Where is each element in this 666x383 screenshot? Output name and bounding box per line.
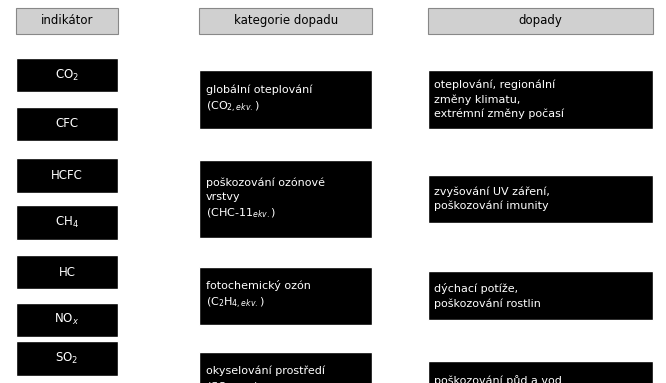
Bar: [199, 8, 372, 34]
Bar: [199, 70, 372, 129]
Bar: [199, 160, 372, 238]
Bar: [17, 158, 118, 193]
Text: NO$_x$: NO$_x$: [55, 312, 80, 327]
Text: indikátor: indikátor: [41, 14, 93, 27]
Text: okyselování prostředí
(SO$_{2,ekv.}$): okyselování prostředí (SO$_{2,ekv.}$): [206, 366, 325, 383]
Text: dopady: dopady: [518, 14, 562, 27]
Text: CH$_4$: CH$_4$: [55, 215, 79, 230]
Text: —: —: [394, 193, 406, 206]
Text: fotochemický ozón
(C$_2$H$_{4,ekv.}$): fotochemický ozón (C$_2$H$_{4,ekv.}$): [206, 280, 310, 311]
Text: —: —: [394, 375, 406, 383]
Bar: [17, 341, 118, 376]
Bar: [17, 303, 118, 337]
Bar: [17, 58, 118, 92]
Text: poškozování půd a vod: poškozování půd a vod: [434, 376, 562, 383]
Text: HC: HC: [59, 266, 75, 279]
Bar: [428, 70, 653, 129]
Text: zvyšování UV záření,
poškozování imunity: zvyšování UV záření, poškozování imunity: [434, 187, 550, 211]
Bar: [17, 8, 118, 34]
Bar: [199, 267, 372, 325]
Bar: [17, 205, 118, 239]
Text: dýchací potíže,
poškozování rostlin: dýchací potíže, poškozování rostlin: [434, 283, 541, 309]
Text: CO$_2$: CO$_2$: [55, 67, 79, 83]
Bar: [199, 352, 372, 383]
Bar: [428, 8, 653, 34]
Bar: [17, 255, 118, 290]
Text: SO$_2$: SO$_2$: [55, 351, 79, 366]
Bar: [17, 107, 118, 141]
Text: CFC: CFC: [55, 118, 79, 131]
Text: —: —: [394, 93, 406, 106]
Bar: [428, 272, 653, 320]
Text: globální oteplování
(CO$_{2,ekv.}$): globální oteplování (CO$_{2,ekv.}$): [206, 84, 312, 115]
Text: poškozování ozónové
vrstvy
(CHC-11$_{ekv.}$): poškozování ozónové vrstvy (CHC-11$_{ekv…: [206, 178, 325, 220]
Text: —: —: [394, 289, 406, 302]
Text: kategorie dopadu: kategorie dopadu: [234, 14, 338, 27]
Bar: [428, 361, 653, 383]
Text: HCFC: HCFC: [51, 169, 83, 182]
Text: oteplování, regionální
změny klimatu,
extrémní změny počasí: oteplování, regionální změny klimatu, ex…: [434, 80, 564, 119]
Bar: [428, 175, 653, 223]
